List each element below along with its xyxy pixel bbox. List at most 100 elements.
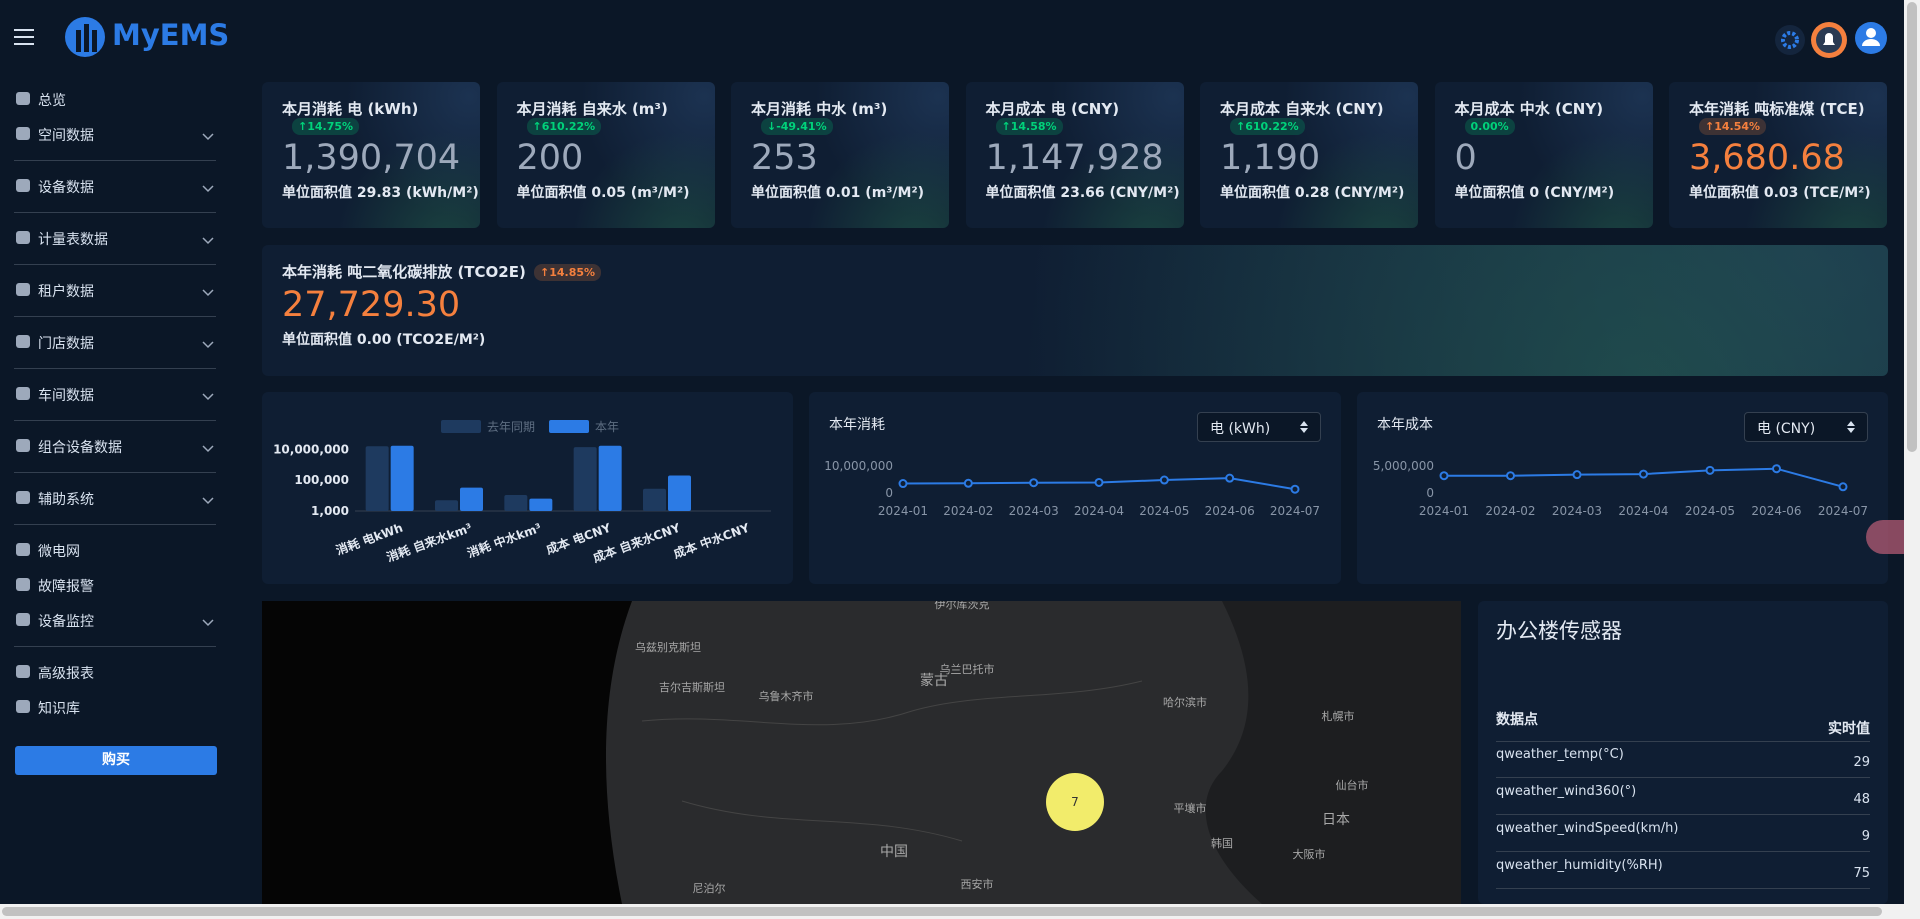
- nav-item[interactable]: 高级报表: [14, 655, 216, 690]
- topbar: MyEMS: [0, 0, 1904, 76]
- legend-swatch: [549, 420, 590, 433]
- nav-item[interactable]: 故障报警: [14, 568, 216, 603]
- sensor-name: qweather_temp(°C): [1496, 747, 1624, 762]
- translate-button[interactable]: [1866, 520, 1904, 554]
- unit-select[interactable]: 电 (kWh): [1197, 412, 1321, 442]
- bar: [390, 445, 414, 511]
- y-tick-label: 5,000,000: [1373, 459, 1434, 473]
- nav-item[interactable]: 总览: [14, 82, 216, 117]
- map-cluster-count: 7: [1071, 795, 1079, 809]
- chevron: [202, 619, 214, 627]
- card-per-area: 单位面积值 0.01 (m³/M²): [751, 185, 924, 201]
- nav-item[interactable]: 门店数据: [14, 325, 216, 377]
- chevron-path: [202, 237, 214, 245]
- legend-swatch: [441, 420, 481, 433]
- chevron-path: [202, 341, 214, 349]
- nav-label: 微电网: [38, 544, 80, 560]
- chart-panel: 本年消耗 0 10,000,000 2024-01 2024-02 2024-03 2024…: [809, 392, 1341, 584]
- x-tick-label: 2024-05: [1139, 504, 1189, 518]
- border: [641, 680, 1143, 842]
- chevron: [202, 133, 214, 141]
- nav-item[interactable]: 知识库: [14, 690, 216, 725]
- card-per-area: 单位面积值 0.28 (CNY/M²): [1220, 185, 1405, 201]
- nav-item[interactable]: 设备数据: [14, 169, 216, 221]
- change-badge: ↑14.58%: [995, 118, 1063, 135]
- horizontal-scrollbar[interactable]: [0, 904, 1904, 919]
- scroll-thumb[interactable]: [2, 907, 1882, 916]
- nav-item[interactable]: 辅助系统: [14, 481, 216, 533]
- map-label: 尼泊尔: [693, 882, 726, 895]
- nav-item[interactable]: 车间数据: [14, 377, 216, 429]
- card-title: 本年消耗 吨标准煤 (TCE): [1689, 100, 1865, 118]
- x-tick-label: 2024-02: [943, 504, 993, 518]
- nav-item[interactable]: 组合设备数据: [14, 429, 216, 481]
- line-marker: [1772, 464, 1781, 474]
- divider: [1496, 888, 1870, 889]
- kpi-card: 本月成本 电 (CNY) ↑14.58% 1,147,928 单位面积值 23.66 …: [965, 82, 1184, 228]
- card-value: 27,729.30: [282, 285, 461, 325]
- card-value: 200: [516, 138, 584, 178]
- map[interactable]: 伊尔库茨克 乌兰巴托市 蒙古 乌鲁木齐市 哈尔滨市 中国 平壤市 韩国 日本 大阪市 西安市 尼泊尔 札…: [262, 601, 1461, 904]
- map-label: 吉尔吉斯斯坦: [659, 680, 725, 694]
- x-tick-label: 2024-03: [1009, 504, 1059, 518]
- divider: [14, 472, 216, 473]
- chevron-path: [202, 619, 214, 627]
- nav-item[interactable]: 设备监控: [14, 603, 216, 655]
- x-tick-label: 2024-02: [1485, 504, 1535, 518]
- nav-icon: [16, 335, 30, 348]
- x-tick-label: 2024-01: [1419, 504, 1469, 518]
- select-arrows: [1847, 428, 1855, 433]
- x-tick-label: 消耗 中水km³: [465, 520, 543, 561]
- column-header: 实时值: [1828, 721, 1870, 737]
- y-tick-label: 1,000: [311, 504, 349, 518]
- card-value: 0: [1454, 138, 1477, 178]
- brand: MyEMS: [112, 18, 230, 52]
- line-marker: [1506, 471, 1515, 481]
- sensor-title: 办公楼传感器: [1496, 619, 1622, 643]
- chevron: [202, 393, 214, 401]
- sensor-name: qweather_windSpeed(km/h): [1496, 821, 1679, 836]
- change-badge: ↑14.85%: [534, 264, 602, 281]
- scroll-thumb[interactable]: [1907, 2, 1917, 452]
- map-label: 平壤市: [1174, 801, 1207, 815]
- card-per-area: 单位面积值 0.05 (m³/M²): [516, 185, 690, 201]
- nav-label: 车间数据: [38, 388, 94, 404]
- nav-item[interactable]: 微电网: [14, 533, 216, 568]
- buy-button[interactable]: 购买: [15, 746, 217, 775]
- menu-toggle[interactable]: [14, 28, 36, 46]
- card-title: 本月成本 电 (CNY): [985, 100, 1120, 118]
- card-value: 253: [751, 138, 818, 178]
- nav-icon: [16, 578, 30, 591]
- divider: [14, 160, 216, 161]
- nav-item[interactable]: 空间数据: [14, 117, 216, 169]
- line-marker: [1290, 484, 1300, 494]
- card-per-area: 单位面积值 29.83 (kWh/M²): [282, 185, 479, 201]
- line-marker: [1225, 473, 1235, 483]
- vertical-scrollbar[interactable]: [1904, 0, 1920, 919]
- settings-button[interactable]: [1775, 25, 1805, 55]
- kpi-card: 本月消耗 电 (kWh) ↑14.75% 1,390,704 单位面积值 29.83 …: [262, 82, 480, 228]
- select-label: 电 (CNY): [1757, 421, 1816, 437]
- card-value: 3,680.68: [1689, 138, 1845, 178]
- change-badge: ↑14.54%: [1699, 118, 1767, 135]
- sensor-value: 9: [1861, 829, 1870, 844]
- map-label: 蒙古: [920, 673, 948, 689]
- nav-icon: [16, 127, 30, 140]
- card-title: 本月消耗 中水 (m³): [751, 100, 888, 118]
- nav-item[interactable]: 租户数据: [14, 273, 216, 325]
- legend-label: 本年: [595, 420, 619, 434]
- change-badge: ↑610.22%: [1230, 118, 1305, 135]
- map-label: 伊尔库茨克: [935, 601, 990, 611]
- nav-label: 空间数据: [38, 128, 94, 144]
- unit-select[interactable]: 电 (CNY): [1744, 412, 1868, 442]
- line-marker: [1705, 465, 1715, 475]
- card-per-area: 单位面积值 0.03 (TCE/M²): [1689, 185, 1871, 201]
- card-value: 1,390,704: [282, 138, 461, 178]
- chart-title: 本年成本: [1377, 417, 1433, 433]
- nav-item[interactable]: 计量表数据: [14, 221, 216, 273]
- chevron: [202, 289, 214, 297]
- x-tick-label: 2024-01: [878, 504, 928, 518]
- select-arrows: [1300, 428, 1308, 433]
